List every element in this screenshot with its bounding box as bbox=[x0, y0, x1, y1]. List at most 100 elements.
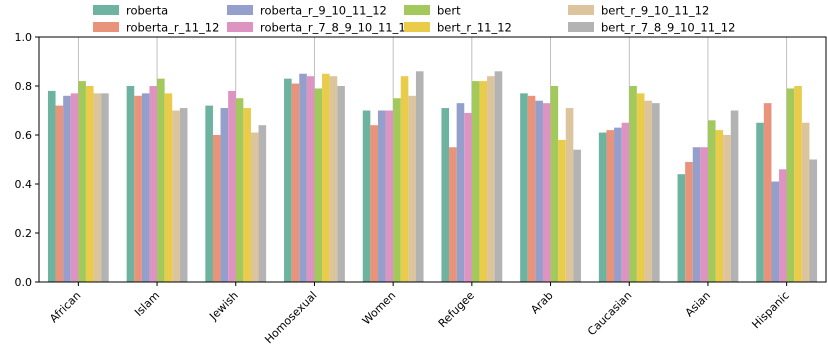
x-tick-label-asian: Asian bbox=[683, 289, 713, 319]
x-tick-label-african: African bbox=[47, 289, 83, 325]
y-tick-label: 0.2 bbox=[15, 227, 33, 240]
x-axis: African Islam Jewish Homosexual Women Refugee… bbox=[47, 282, 792, 345]
x-tick-label-refugee: Refugee bbox=[436, 289, 477, 330]
legend-label-bert: bert bbox=[437, 4, 461, 18]
bar-islam-roberta-r-9-10-11-12 bbox=[141, 93, 150, 282]
x-tick-label-islam: Islam bbox=[132, 289, 162, 319]
bar-caucasian-roberta-r-7-8-9-10-11-12 bbox=[621, 122, 630, 282]
bar-women-bert-r-11-12 bbox=[400, 76, 409, 282]
bar-islam-bert-r-7-8-9-10-11-12 bbox=[179, 108, 188, 282]
y-tick-label: 1.0 bbox=[15, 31, 33, 44]
bar-african-roberta-r-7-8-9-10-11-12 bbox=[70, 93, 79, 282]
legend-swatch-bert-r-7-8-9-10-11-12 bbox=[568, 22, 594, 32]
bar-refugee-bert bbox=[471, 81, 480, 282]
x-tick-label-hispanic: Hispanic bbox=[749, 289, 791, 331]
y-tick-label: 0.6 bbox=[15, 129, 33, 142]
bar-hispanic-roberta-r-7-8-9-10-11-12 bbox=[779, 169, 787, 282]
bar-hispanic-roberta-r-11-12 bbox=[763, 103, 772, 283]
bar-asian-roberta-r-7-8-9-10-11-12 bbox=[700, 147, 708, 282]
bar-islam-roberta-r-11-12 bbox=[134, 95, 142, 282]
bar-homosexual-roberta bbox=[284, 78, 292, 283]
bar-jewish-roberta-r-7-8-9-10-11-12 bbox=[228, 90, 236, 283]
legend-label-roberta-r-7-8-9-10-11-12: roberta_r_7_8_9_10_11_12 bbox=[260, 21, 413, 35]
bar-asian-roberta-r-11-12 bbox=[685, 161, 693, 282]
bar-refugee-bert-r-7-8-9-10-11-12 bbox=[494, 71, 503, 282]
bar-islam-bert-r-9-10-11-12 bbox=[172, 110, 180, 282]
bar-asian-roberta bbox=[677, 174, 686, 282]
bar-women-roberta bbox=[362, 110, 371, 282]
bar-asian-bert-r-9-10-11-12 bbox=[723, 135, 731, 282]
bar-jewish-roberta-r-11-12 bbox=[212, 135, 221, 282]
bar-jewish-roberta-r-9-10-11-12 bbox=[220, 108, 229, 282]
bar-homosexual-bert-r-9-10-11-12 bbox=[329, 76, 338, 282]
bar-african-bert-r-9-10-11-12 bbox=[93, 93, 102, 282]
legend-swatch-roberta-r-9-10-11-12 bbox=[227, 5, 253, 15]
bar-arab-roberta-r-9-10-11-12 bbox=[535, 100, 543, 282]
bar-jewish-bert bbox=[235, 98, 244, 282]
x-tick-label-jewish: Jewish bbox=[206, 289, 241, 324]
legend-swatch-bert bbox=[404, 5, 430, 15]
bar-caucasian-bert-r-11-12 bbox=[636, 93, 645, 282]
bar-women-bert-r-9-10-11-12 bbox=[408, 95, 416, 282]
bar-african-roberta bbox=[47, 90, 56, 283]
legend-swatch-bert-r-9-10-11-12 bbox=[568, 5, 594, 15]
bar-women-roberta-r-7-8-9-10-11-12 bbox=[385, 110, 394, 282]
bar-hispanic-roberta-r-9-10-11-12 bbox=[771, 181, 780, 282]
x-tick-label-homosexual: Homosexual bbox=[262, 289, 319, 345]
bar-caucasian-roberta-r-11-12 bbox=[606, 130, 615, 282]
bar-refugee-roberta-r-7-8-9-10-11-12 bbox=[464, 112, 472, 282]
legend: roberta roberta_r_11_12 roberta_r_9_10_11_… bbox=[93, 4, 735, 35]
bar-women-bert bbox=[393, 98, 401, 282]
y-tick-label: 0.4 bbox=[15, 178, 33, 191]
bar-hispanic-bert-r-11-12 bbox=[794, 86, 802, 282]
bar-arab-bert-r-11-12 bbox=[558, 139, 566, 282]
legend-swatch-roberta-r-11-12 bbox=[93, 22, 119, 32]
bar-refugee-bert-r-11-12 bbox=[479, 81, 488, 282]
bar-arab-roberta bbox=[520, 93, 528, 282]
bar-hispanic-roberta bbox=[756, 122, 764, 282]
bar-arab-bert-r-7-8-9-10-11-12 bbox=[573, 149, 581, 282]
bar-hispanic-bert-r-9-10-11-12 bbox=[801, 122, 810, 282]
bar-homosexual-bert bbox=[314, 88, 323, 282]
legend-label-roberta-r-9-10-11-12: roberta_r_9_10_11_12 bbox=[260, 4, 387, 18]
bar-homosexual-roberta-r-7-8-9-10-11-12 bbox=[306, 76, 315, 282]
legend-label-bert-r-7-8-9-10-11-12: bert_r_7_8_9_10_11_12 bbox=[601, 21, 735, 35]
bar-african-bert-r-7-8-9-10-11-12 bbox=[101, 93, 109, 282]
bar-jewish-bert-r-11-12 bbox=[243, 108, 251, 282]
bar-asian-bert bbox=[707, 120, 716, 282]
bar-islam-roberta-r-7-8-9-10-11-12 bbox=[149, 86, 158, 282]
bar-arab-bert bbox=[550, 86, 559, 282]
x-tick-label-women: Women bbox=[360, 289, 398, 327]
bar-homosexual-bert-r-7-8-9-10-11-12 bbox=[337, 86, 345, 282]
y-tick-label: 0.0 bbox=[15, 276, 33, 289]
x-tick-label-caucasian: Caucasian bbox=[585, 289, 634, 338]
bar-jewish-bert-r-9-10-11-12 bbox=[250, 132, 259, 282]
bar-asian-bert-r-11-12 bbox=[715, 130, 724, 282]
bar-women-roberta-r-9-10-11-12 bbox=[377, 110, 386, 282]
bar-islam-roberta bbox=[126, 86, 135, 282]
bar-refugee-bert-r-9-10-11-12 bbox=[487, 76, 495, 282]
bar-homosexual-roberta-r-11-12 bbox=[291, 83, 300, 282]
x-tick-label-arab: Arab bbox=[528, 289, 555, 316]
bar-african-roberta-r-11-12 bbox=[55, 105, 64, 282]
bar-hispanic-bert-r-7-8-9-10-11-12 bbox=[809, 159, 818, 282]
bar-women-bert-r-7-8-9-10-11-12 bbox=[415, 71, 424, 282]
bar-women-roberta-r-11-12 bbox=[370, 125, 378, 282]
bar-caucasian-bert-r-9-10-11-12 bbox=[644, 100, 653, 282]
bar-asian-bert-r-7-8-9-10-11-12 bbox=[730, 110, 739, 282]
bar-refugee-roberta-r-9-10-11-12 bbox=[456, 103, 465, 283]
bar-homosexual-roberta-r-9-10-11-12 bbox=[299, 73, 307, 282]
plot-frame bbox=[38, 36, 827, 283]
bar-jewish-roberta bbox=[205, 105, 213, 282]
bar-african-bert-r-11-12 bbox=[85, 86, 94, 282]
legend-swatch-roberta bbox=[93, 5, 119, 15]
bar-african-bert bbox=[78, 81, 86, 282]
bar-arab-roberta-r-7-8-9-10-11-12 bbox=[542, 103, 551, 283]
legend-label-roberta-r-11-12: roberta_r_11_12 bbox=[126, 21, 219, 35]
bar-refugee-roberta bbox=[441, 108, 450, 282]
bar-arab-bert-r-9-10-11-12 bbox=[565, 108, 574, 282]
bar-hispanic-bert bbox=[786, 88, 795, 282]
bar-arab-roberta-r-11-12 bbox=[527, 95, 536, 282]
bar-caucasian-bert-r-7-8-9-10-11-12 bbox=[652, 103, 660, 283]
